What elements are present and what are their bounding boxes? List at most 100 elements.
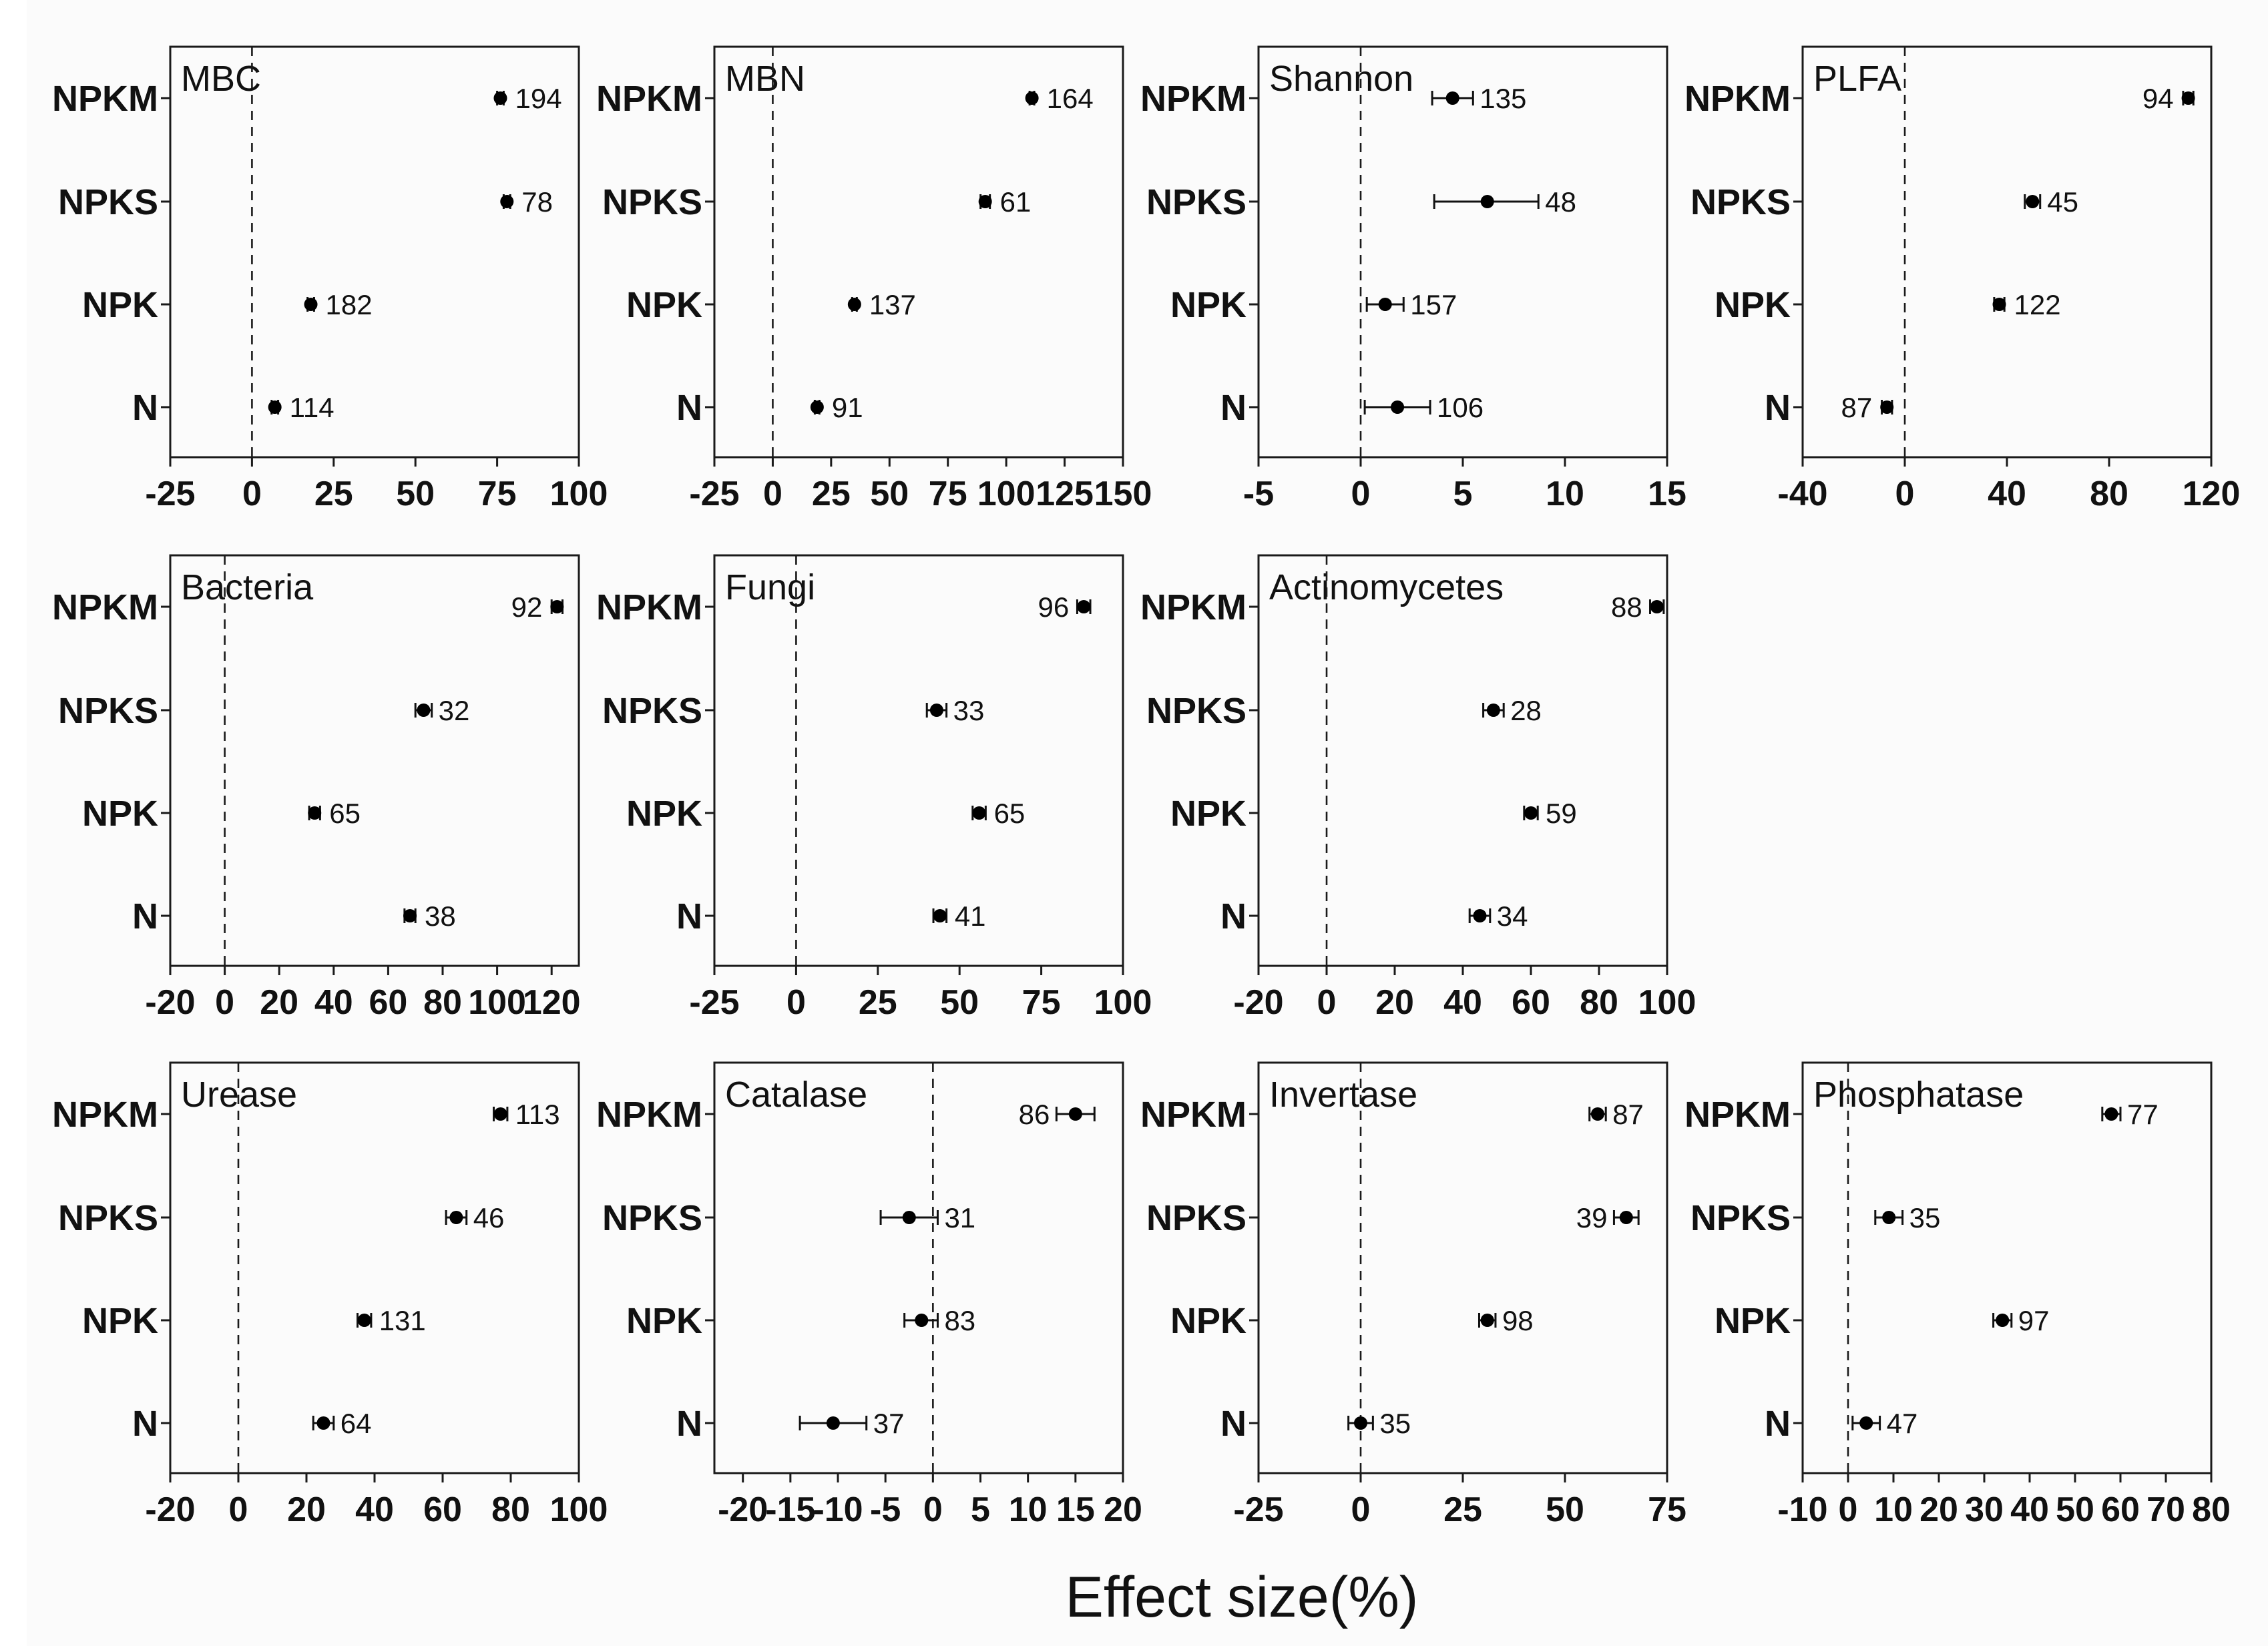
plot-frame: [713, 45, 1124, 459]
panel-title: MBC: [181, 59, 261, 99]
point-npk: [1992, 298, 2006, 311]
point-npk: [357, 1314, 371, 1327]
x-tick-label: -25: [145, 475, 195, 513]
panel-mbn: MBN -25 0 25 50 75 100 125 150 NPKM NPKS NPK N 164 61 1…: [596, 45, 1152, 513]
sample-size-label: 35: [1909, 1202, 1941, 1233]
sample-size-label: 28: [1510, 695, 1542, 726]
x-tick-label: 60: [1512, 983, 1550, 1022]
category-label-n: N: [1765, 388, 1791, 428]
point-npks: [1486, 704, 1500, 717]
sample-size-label: 113: [515, 1099, 560, 1130]
x-tick-label: 75: [478, 475, 517, 513]
category-label-npkm: NPKM: [1140, 587, 1246, 627]
x-tick-label: 100: [1638, 983, 1696, 1022]
point-npkm: [1077, 600, 1091, 613]
x-tick-label: -20: [145, 983, 195, 1022]
x-tick-label: 80: [423, 983, 462, 1022]
panel-title: Fungi: [725, 567, 815, 607]
sample-size-label: 106: [1437, 392, 1484, 423]
sample-size-label: 86: [1019, 1099, 1050, 1130]
category-label-n: N: [1220, 1404, 1246, 1444]
category-label-npk: NPK: [626, 285, 702, 325]
sample-size-label: 35: [1379, 1408, 1411, 1439]
panel-actinomycetes: Actinomycetes -20 0 20 40 60 80 100 NPKM NPKS NPK N…: [1140, 554, 1696, 1022]
x-tick-label: 75: [1022, 983, 1061, 1022]
x-tick-label: 40: [314, 983, 353, 1022]
x-tick-label: 80: [2192, 1490, 2231, 1529]
point-n: [1880, 400, 1894, 414]
category-label-npk: NPK: [626, 794, 702, 834]
sample-size-label: 137: [869, 289, 916, 320]
sample-size-label: 194: [515, 83, 561, 114]
sample-size-label: 157: [1410, 289, 1457, 320]
x-tick-label: 25: [1443, 1490, 1482, 1529]
category-label-npks: NPKS: [602, 691, 702, 731]
x-tick-label: 80: [1580, 983, 1618, 1022]
sample-size-label: 135: [1480, 83, 1526, 114]
point-npkm: [1068, 1107, 1082, 1121]
x-tick-label: -15: [765, 1490, 815, 1529]
category-label-npkm: NPKM: [1140, 79, 1246, 119]
x-tick-label: 20: [1104, 1490, 1142, 1529]
category-label-npkm: NPKM: [1684, 79, 1791, 119]
x-tick-label: 100: [468, 983, 526, 1022]
category-label-npkm: NPKM: [596, 1095, 702, 1135]
category-label-npkm: NPKM: [596, 587, 702, 627]
sample-size-label: 83: [944, 1305, 975, 1336]
point-npks: [1480, 195, 1494, 208]
category-label-npk: NPK: [1715, 285, 1791, 325]
x-tick-label: 20: [287, 1490, 326, 1529]
x-tick-label: -20: [718, 1490, 768, 1529]
sample-size-label: 98: [1502, 1305, 1534, 1336]
category-label-n: N: [132, 896, 158, 936]
point-n: [1391, 400, 1405, 414]
sample-size-label: 96: [1038, 591, 1070, 623]
category-label-npkm: NPKM: [52, 1095, 158, 1135]
point-npk: [1524, 806, 1538, 820]
point-n: [1473, 909, 1487, 922]
point-n: [933, 909, 947, 922]
x-tick-label: 10: [1546, 475, 1584, 513]
point-npkm: [1445, 91, 1459, 105]
x-tick-label: 125: [1036, 475, 1094, 513]
point-n: [1859, 1416, 1873, 1430]
point-n: [268, 400, 282, 414]
x-tick-label: 0: [1351, 1490, 1371, 1529]
sample-size-label: 94: [2142, 83, 2174, 114]
x-tick-label: 100: [1094, 983, 1152, 1022]
category-label-npks: NPKS: [1690, 182, 1791, 222]
category-label-npks: NPKS: [1146, 1198, 1246, 1238]
category-label-npk: NPK: [82, 794, 158, 834]
panel-fungi: Fungi -25 0 25 50 75 100 NPKM NPKS NPK N 96 33 65 41: [596, 554, 1152, 1022]
sample-size-label: 122: [2014, 289, 2061, 320]
category-label-npk: NPK: [1170, 1301, 1246, 1341]
panel-mbc: MBC -25 0 25 50 75 100 NPKM NPKS NPK N 194 78 182 114: [52, 45, 608, 513]
sample-size-label: 38: [425, 900, 456, 932]
x-tick-label: 70: [2146, 1490, 2185, 1529]
sample-size-label: 48: [1545, 186, 1576, 218]
x-tick-label: 50: [2056, 1490, 2094, 1529]
x-tick-label: 100: [550, 1490, 608, 1529]
x-tick-label: 60: [2101, 1490, 2140, 1529]
point-npk: [972, 806, 986, 820]
category-label-n: N: [132, 388, 158, 428]
panel-title: Shannon: [1269, 59, 1413, 99]
sample-size-label: 33: [953, 695, 985, 726]
x-tick-label: 50: [870, 475, 909, 513]
sample-size-label: 114: [290, 392, 334, 423]
x-tick-label: 0: [923, 1490, 943, 1529]
x-tick-label: 5: [971, 1490, 990, 1529]
x-tick-label: -10: [1777, 1490, 1827, 1529]
sample-size-label: 64: [341, 1408, 372, 1439]
x-tick-label: 40: [2010, 1490, 2049, 1529]
sample-size-label: 61: [1000, 186, 1032, 218]
plot-frame: [713, 554, 1124, 967]
x-tick-label: 25: [859, 983, 897, 1022]
sample-size-label: 97: [2018, 1305, 2050, 1336]
point-n: [403, 909, 417, 922]
point-n: [826, 1416, 840, 1430]
panel-invertase: Invertase -25 0 25 50 75 NPKM NPKS NPK N 87 39 98 35: [1140, 1061, 1686, 1529]
sample-size-label: 37: [873, 1408, 905, 1439]
